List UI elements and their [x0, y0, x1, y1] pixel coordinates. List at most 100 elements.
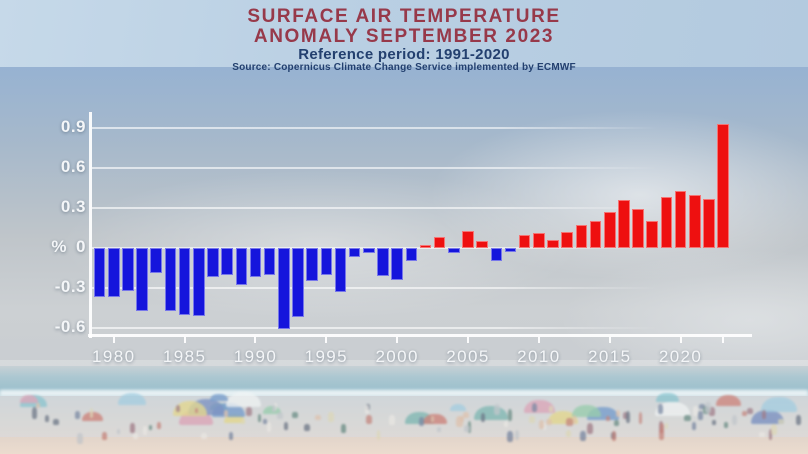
beachgoer-shape [770, 423, 777, 436]
beachgoer-shape [365, 415, 373, 424]
bar-2009 [518, 234, 531, 248]
bar-2023 [717, 124, 729, 248]
beachgoer-shape [52, 419, 60, 425]
beachgoer-shape [507, 409, 512, 422]
beachgoer-shape [612, 430, 617, 442]
x-tick-label-2005: 2005 [446, 347, 490, 366]
beachgoer-shape [75, 410, 81, 419]
beachgoer-shape [605, 415, 611, 421]
bar-2020 [674, 190, 687, 248]
umbrella-shape [450, 404, 467, 411]
bar-2011 [547, 240, 559, 248]
beachgoer-shape [539, 419, 545, 429]
umbrella-shape [118, 393, 146, 405]
gridline--0.6 [92, 326, 658, 329]
beachgoer-shape [102, 431, 107, 440]
beachgoer-shape [507, 431, 513, 443]
beachgoer-shape [389, 415, 395, 425]
beachgoer-shape [493, 403, 501, 415]
bar-1982 [136, 248, 148, 311]
x-tick-label-1980: 1980 [92, 347, 136, 366]
bar-2013 [575, 225, 588, 248]
bar-2016 [618, 200, 630, 248]
beachgoer-shape [660, 423, 665, 433]
x-tick-2010 [537, 337, 540, 343]
x-tick-label-2000: 2000 [375, 347, 419, 366]
beachgoer-shape [44, 415, 50, 423]
beachgoer-shape [376, 429, 380, 440]
beachgoer-shape [699, 404, 705, 410]
beachgoer-shape [528, 415, 536, 423]
gridline-0.9 [92, 127, 658, 129]
bar-1999 [377, 248, 389, 276]
x-tick-label-2020: 2020 [658, 347, 703, 366]
beachgoer-shape [657, 403, 663, 414]
x-tick-label-1985: 1985 [162, 347, 207, 366]
beachgoer-shape [623, 412, 629, 419]
beachgoer-shape [708, 407, 716, 416]
beachgoer-shape [761, 409, 766, 419]
umbrella-shape [226, 392, 261, 407]
beachgoer-shape [194, 407, 199, 413]
beachgoer-shape [156, 421, 161, 430]
beachgoer-shape [430, 416, 434, 422]
y-axis-unit-label: % [51, 237, 68, 256]
y-tick-label-0: % 0 [0, 237, 86, 257]
bar-1995 [320, 248, 333, 275]
beachgoer-shape [464, 424, 471, 432]
bar-1991 [263, 248, 276, 275]
beachgoer-shape [638, 412, 642, 424]
beachgoer-shape [328, 411, 334, 422]
beachgoer-shape [31, 406, 37, 419]
beachgoer-shape [223, 409, 228, 418]
bar-1985 [178, 248, 191, 315]
umbrella-shape [751, 409, 785, 424]
bar-1996 [334, 248, 347, 292]
beachgoer-shape [148, 424, 153, 430]
bar-2019 [660, 197, 673, 248]
gridline-0.3 [92, 207, 658, 209]
beachgoer-shape [587, 423, 594, 435]
umbrella-shape [655, 401, 690, 417]
beachgoer-shape [341, 424, 346, 433]
beachgoer-shape [90, 407, 94, 419]
gridline-0 [92, 247, 658, 249]
x-tick-1990 [254, 337, 257, 343]
bar-2002 [419, 245, 432, 248]
reference-period-label: Reference period: 1991-2020 [298, 46, 510, 63]
source-label: Source: Copernicus Climate Change Servic… [232, 62, 576, 73]
bar-1988 [221, 248, 233, 275]
x-tick-2015 [608, 337, 611, 343]
beachgoer-shape [257, 414, 261, 422]
bar-1993 [292, 248, 304, 318]
y-axis-line [89, 112, 92, 338]
beachgoer-shape [267, 422, 271, 433]
beachgoer-shape [315, 414, 322, 421]
umbrella-shape [20, 395, 38, 403]
beachgoer-shape [758, 431, 766, 438]
beachgoer-shape [613, 420, 620, 427]
beachgoer-shape [133, 432, 139, 439]
x-tick-1985 [183, 337, 186, 343]
bar-1983 [150, 248, 163, 274]
sky-band [0, 0, 808, 67]
beachgoer-shape [625, 411, 631, 423]
umbrella-shape [656, 393, 679, 403]
beachgoer-shape [304, 423, 310, 432]
bar-2001 [405, 248, 418, 262]
gridline-0.6 [92, 167, 658, 169]
beachgoer-shape [481, 412, 486, 423]
beachgoer-shape [271, 405, 276, 413]
bar-1998 [363, 248, 375, 254]
umbrella-shape [224, 413, 246, 423]
beachgoer-shape [436, 426, 441, 432]
umbrella-shape [761, 397, 798, 413]
beachgoer-shape [746, 407, 754, 414]
beachgoer-shape [276, 411, 283, 420]
bar-2006 [476, 241, 488, 248]
bar-2015 [603, 212, 616, 248]
x-tick-2023 [722, 337, 725, 343]
